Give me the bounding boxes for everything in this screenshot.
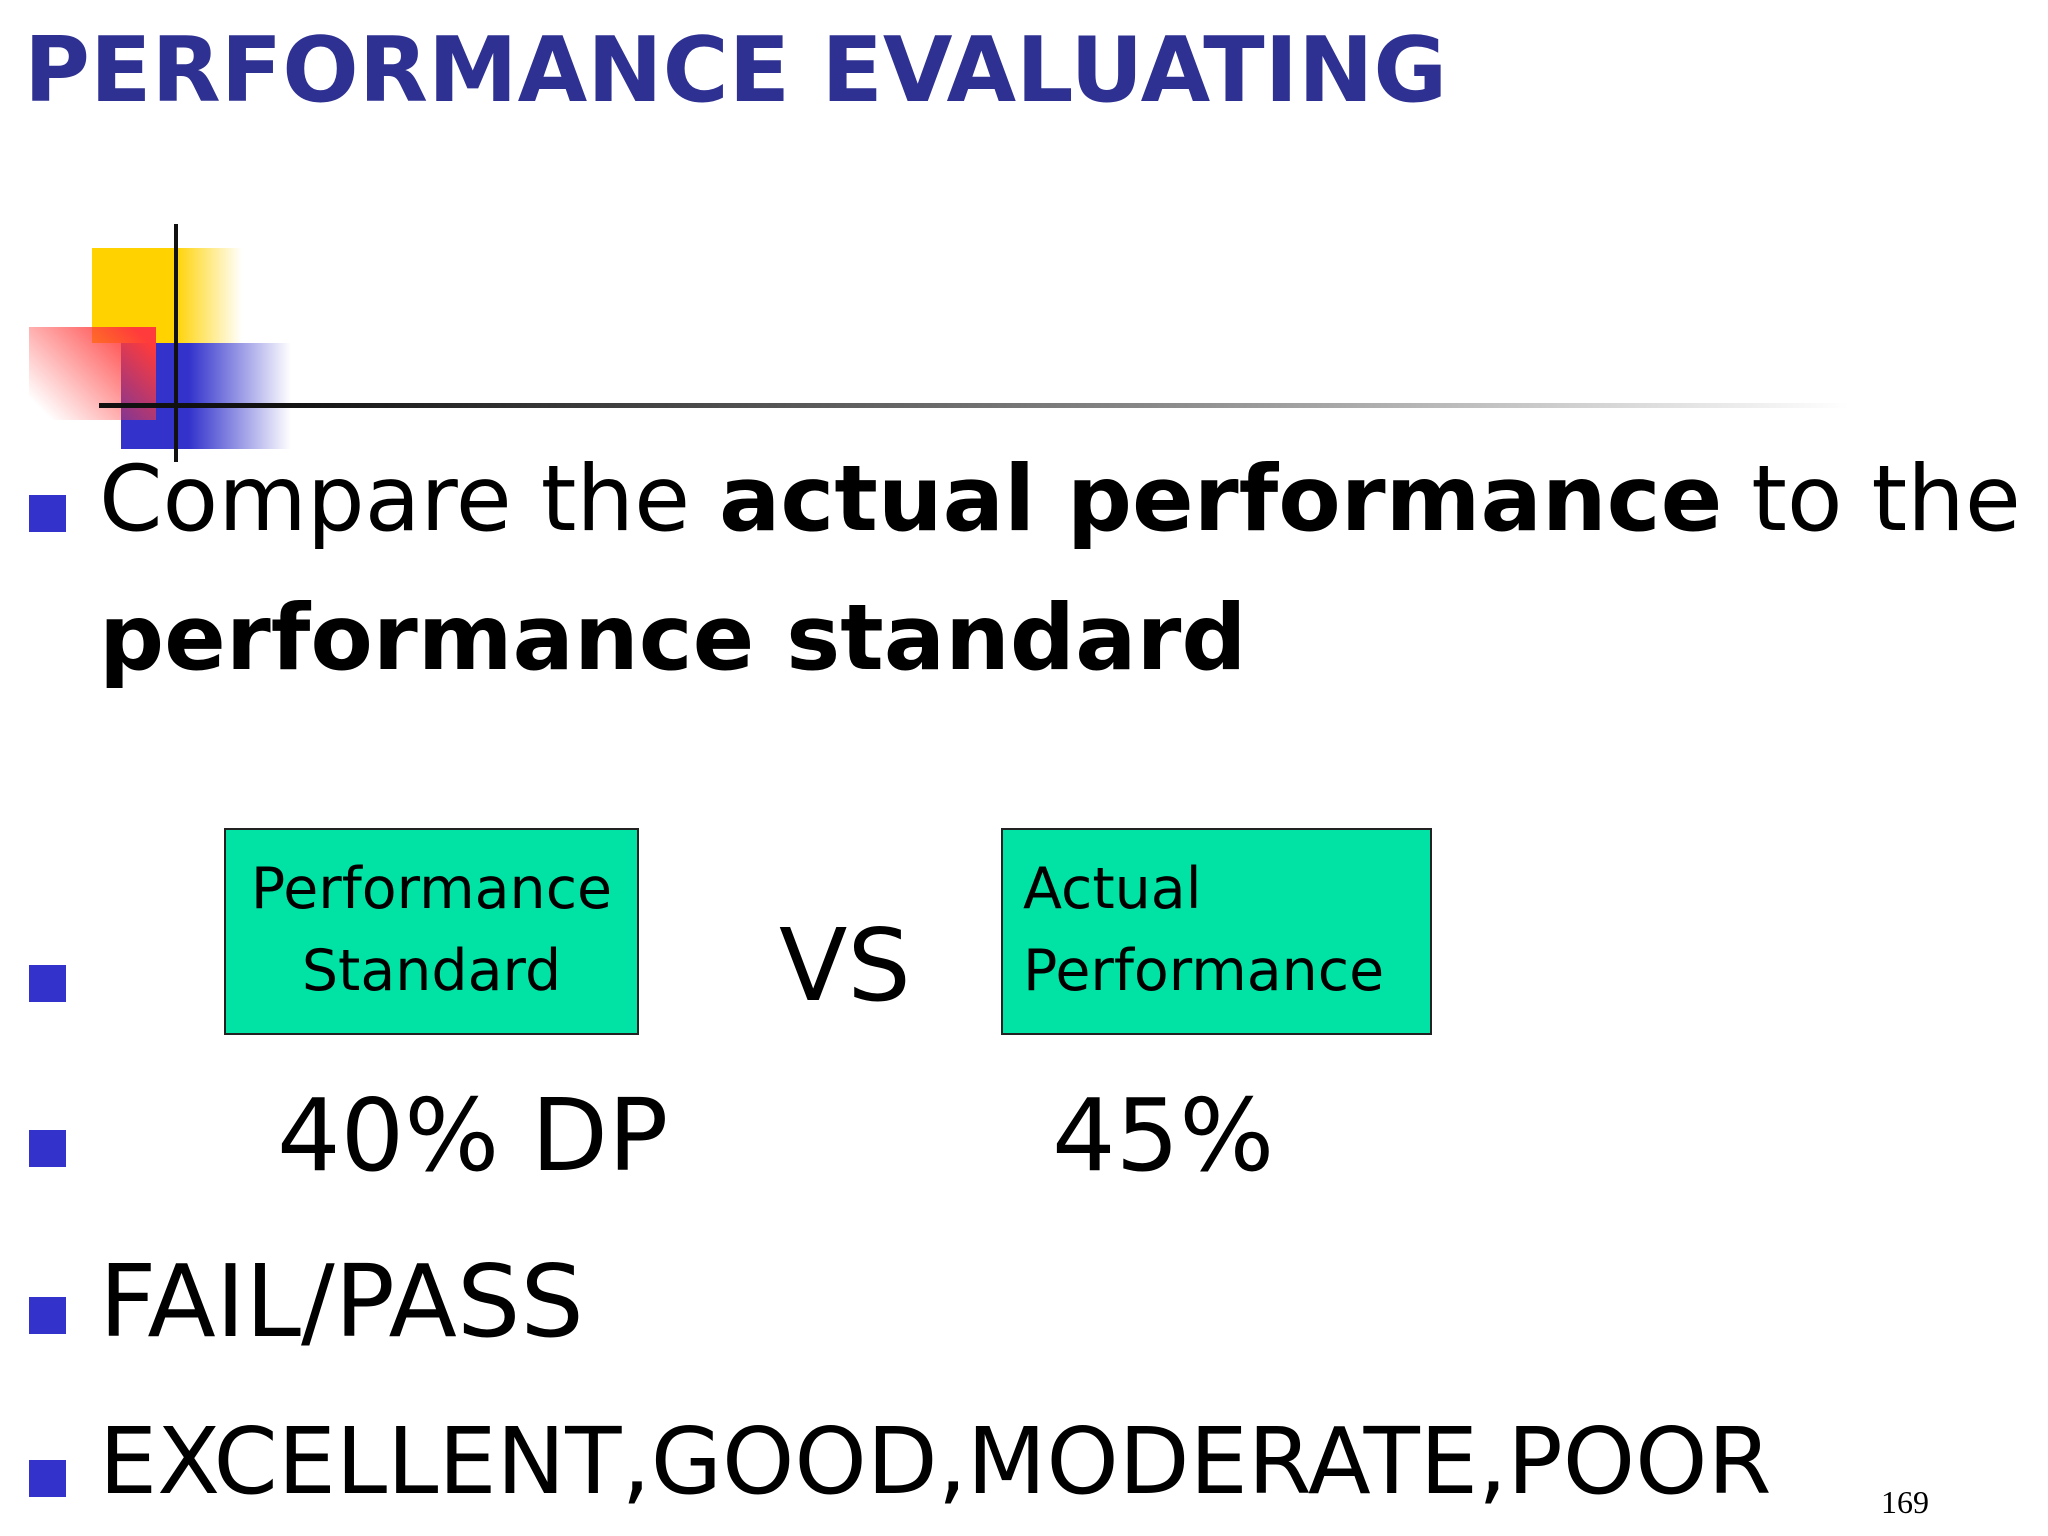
outcome-text: EXCELLENT,GOOD,MODERATE,POOR bbox=[99, 1408, 1772, 1515]
actual-box: Actual Performance bbox=[1001, 828, 1432, 1035]
bullet bbox=[29, 1130, 66, 1167]
slide-title: PERFORMANCE EVALUATING bbox=[24, 18, 1448, 123]
text-run: Compare the bbox=[99, 447, 719, 552]
standard-value: 40% DP bbox=[277, 1077, 669, 1194]
bullet bbox=[29, 1297, 66, 1334]
intro-text: Compare the actual performance to the pe… bbox=[99, 430, 2044, 708]
page-number: 169 bbox=[1881, 1484, 1929, 1520]
bullet bbox=[29, 1460, 66, 1497]
bold-run: performance standard bbox=[99, 586, 1247, 691]
bullet bbox=[29, 965, 66, 1002]
actual-value: 45% bbox=[1052, 1077, 1275, 1194]
text-run: to the bbox=[1722, 447, 2021, 552]
vs-label: VS bbox=[779, 907, 911, 1024]
bold-run: actual performance bbox=[718, 447, 1723, 552]
deco-hline bbox=[99, 403, 1849, 408]
outcome-text: FAIL/PASS bbox=[99, 1243, 584, 1360]
standard-box: Performance Standard bbox=[224, 828, 639, 1035]
deco-vline bbox=[174, 224, 178, 462]
bullet bbox=[29, 495, 66, 532]
